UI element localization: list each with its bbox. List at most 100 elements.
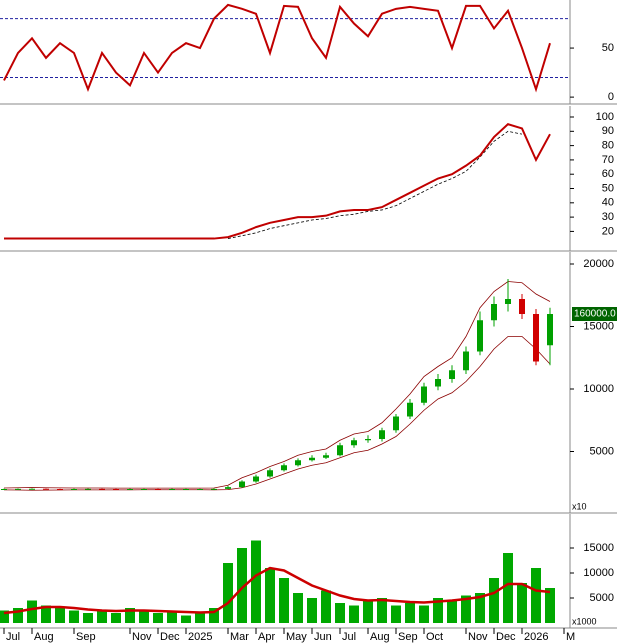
- candle-body: [169, 489, 175, 490]
- candle-body: [491, 304, 497, 321]
- x-tick-label: Dec: [496, 631, 516, 643]
- volume-bar: [167, 610, 177, 623]
- y-tick-label: 50: [602, 182, 614, 194]
- volume-bar: [475, 593, 485, 623]
- unit-label: x1000: [572, 616, 597, 626]
- x-tick-label: M: [566, 631, 575, 643]
- y-tick-label: 5000: [590, 445, 614, 457]
- y-tick-label: 10000: [583, 383, 614, 395]
- volume-bar: [195, 613, 205, 623]
- volume-bar: [27, 600, 37, 623]
- volume-bar: [391, 605, 401, 623]
- x-tick-label: Jul: [6, 631, 20, 643]
- volume-bar: [335, 603, 345, 623]
- volume-bar: [251, 540, 261, 623]
- candle-body: [113, 489, 119, 490]
- volume-bar: [55, 608, 65, 623]
- x-tick-label: May: [286, 631, 307, 643]
- x-tick-label: Aug: [34, 631, 54, 643]
- candle-body: [337, 445, 343, 456]
- candle-body: [141, 489, 147, 490]
- y-tick-label: 10000: [583, 567, 614, 579]
- candle-body: [449, 370, 455, 379]
- x-tick-label: Nov: [132, 631, 152, 643]
- candle-body: [323, 455, 329, 458]
- volume-bar: [531, 568, 541, 623]
- candle-body: [57, 489, 63, 490]
- candle-body: [295, 460, 301, 466]
- candle-body: [281, 465, 287, 471]
- x-tick-label: Apr: [258, 631, 275, 643]
- candle-body: [183, 489, 189, 490]
- x-tick-label: Aug: [370, 631, 390, 643]
- y-tick-label: 0: [608, 91, 614, 103]
- volume-bar: [223, 563, 233, 623]
- volume-bar: [307, 598, 317, 623]
- x-tick-label: 2026: [524, 631, 548, 643]
- volume-bar: [153, 613, 163, 623]
- price-tag-box: [572, 307, 617, 321]
- candle-body: [15, 488, 21, 490]
- candle-body: [351, 440, 357, 446]
- volume-bar: [69, 610, 79, 623]
- candle-body: [43, 488, 49, 490]
- y-tick-label: 70: [602, 154, 614, 166]
- volume-bar: [209, 608, 219, 623]
- volume-bar: [279, 578, 289, 623]
- x-tick-label: Sep: [76, 631, 96, 643]
- lower-band: [3, 336, 551, 491]
- y-tick-label: 20000: [583, 258, 614, 270]
- indicator-line: [4, 123, 551, 240]
- candle-body: [477, 320, 483, 352]
- volume-bar: [405, 603, 415, 623]
- y-tick-label: 15000: [583, 542, 614, 554]
- y-tick-label: 15000: [583, 320, 614, 332]
- x-tick-label: Dec: [160, 631, 180, 643]
- candle-body: [85, 488, 91, 490]
- volume-bar: [447, 600, 457, 623]
- x-tick-label: Mar: [230, 631, 249, 643]
- x-tick-label: Jun: [314, 631, 332, 643]
- volume-bar: [13, 608, 23, 623]
- x-tick-label: Sep: [398, 631, 418, 643]
- candle-body: [421, 386, 427, 403]
- candle-body: [29, 488, 35, 490]
- y-tick-label: 40: [602, 197, 614, 209]
- unit-label: x10: [572, 501, 587, 511]
- candle-body: [239, 481, 245, 488]
- volume-bar: [237, 548, 247, 623]
- candle-body: [99, 488, 105, 490]
- upper-band: [3, 281, 551, 489]
- volume-bar: [489, 578, 499, 623]
- volume-bar: [377, 598, 387, 623]
- candle-body: [519, 299, 525, 314]
- y-tick-label: 30: [602, 211, 614, 223]
- volume-bar: [125, 608, 135, 623]
- candle-body: [463, 351, 469, 371]
- candle-body: [505, 299, 511, 304]
- candle-body: [393, 416, 399, 431]
- volume-bar: [0, 610, 9, 623]
- volume-bar: [97, 610, 107, 623]
- y-tick-label: 90: [602, 125, 614, 137]
- volume-bar: [433, 598, 443, 623]
- y-tick-label: 80: [602, 140, 614, 152]
- candle-body: [197, 489, 203, 490]
- candle-body: [155, 489, 161, 490]
- candle-body: [71, 489, 77, 490]
- volume-bar: [265, 568, 275, 623]
- volume-bar: [293, 593, 303, 623]
- x-tick-label: 2025: [188, 631, 212, 643]
- volume-bar: [321, 590, 331, 623]
- y-tick-label: 60: [602, 168, 614, 180]
- y-tick-label: 100: [596, 111, 614, 123]
- candle-body: [407, 402, 413, 417]
- x-tick-label: Oct: [426, 631, 443, 643]
- volume-bar: [41, 605, 51, 623]
- volume-bar: [83, 613, 93, 623]
- price-tag: 160000.0: [574, 309, 616, 320]
- candle-body: [547, 314, 553, 346]
- volume-bar: [419, 605, 429, 623]
- candle-body: [309, 457, 315, 461]
